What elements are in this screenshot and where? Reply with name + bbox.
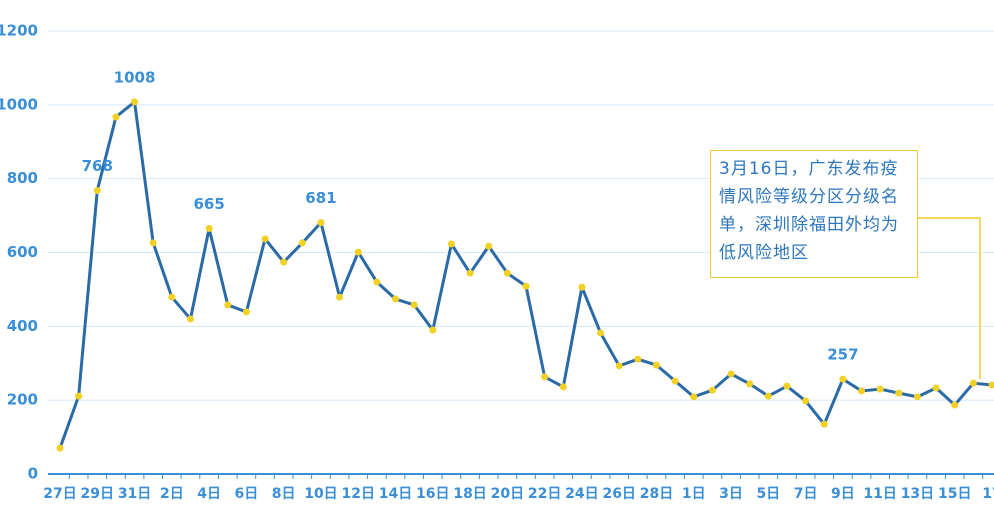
point <box>168 293 176 301</box>
value-label: 681 <box>305 189 336 207</box>
y-tick-label: 200 <box>7 391 38 409</box>
x-tick-label: 22日 <box>528 486 561 502</box>
value-label: 665 <box>193 195 224 213</box>
point <box>839 375 847 383</box>
point <box>541 373 549 381</box>
value-label: 768 <box>82 157 113 175</box>
point <box>988 381 994 389</box>
y-tick-label: 0 <box>28 465 38 483</box>
point <box>242 308 250 316</box>
point <box>634 355 642 363</box>
point <box>597 329 605 337</box>
y-tick-label: 800 <box>7 169 38 187</box>
value-label: 1008 <box>114 68 156 86</box>
point <box>764 392 772 400</box>
annotation-connector <box>918 217 981 380</box>
x-tick-label: 27日 <box>43 486 76 502</box>
x-tick-label: 26日 <box>602 486 635 502</box>
y-tick-label: 600 <box>7 243 38 261</box>
x-tick-label: 31日 <box>118 486 151 502</box>
point <box>559 383 567 391</box>
x-tick-label: 12日 <box>341 486 374 502</box>
point <box>131 98 139 106</box>
point <box>447 240 455 248</box>
point <box>466 269 474 277</box>
x-tick-label: 6日 <box>235 486 259 502</box>
point <box>429 326 437 334</box>
x-tick-label: 29日 <box>81 486 114 502</box>
point <box>280 258 288 266</box>
point <box>93 186 101 194</box>
point <box>802 397 810 405</box>
x-tick-label: 11日 <box>863 486 896 502</box>
point <box>578 283 586 291</box>
point <box>727 370 735 378</box>
point <box>876 385 884 393</box>
point <box>503 269 511 277</box>
point <box>485 242 493 250</box>
point <box>932 384 940 392</box>
point <box>317 219 325 227</box>
point <box>224 301 232 309</box>
point <box>690 393 698 401</box>
x-tick-label: 2日 <box>160 486 184 502</box>
x-tick-label: 15日 <box>938 486 971 502</box>
point <box>298 239 306 247</box>
point <box>783 382 791 390</box>
y-tick-label: 1200 <box>0 22 38 40</box>
point <box>373 278 381 286</box>
point <box>410 301 418 309</box>
point <box>149 239 157 247</box>
point <box>858 387 866 395</box>
point <box>652 361 660 369</box>
y-tick-label: 400 <box>7 317 38 335</box>
x-tick-label: 20日 <box>491 486 524 502</box>
x-tick-label: 16日 <box>416 486 449 502</box>
point <box>522 282 530 290</box>
x-tick-label: 17 <box>982 486 994 502</box>
x-tick-label: 14日 <box>379 486 412 502</box>
x-tick-label: 4日 <box>197 486 221 502</box>
point <box>75 392 83 400</box>
point <box>746 380 754 388</box>
point <box>615 362 623 370</box>
point <box>913 393 921 401</box>
point <box>261 235 269 243</box>
point <box>708 386 716 394</box>
x-tick-label: 7日 <box>794 486 818 502</box>
x-tick-label: 18日 <box>453 486 486 502</box>
point <box>205 225 213 233</box>
point <box>354 248 362 256</box>
x-tick-label: 28日 <box>640 486 673 502</box>
x-tick-label: 5日 <box>756 486 780 502</box>
x-tick-label: 3日 <box>719 486 743 502</box>
point <box>951 401 959 409</box>
x-tick-label: 24日 <box>565 486 598 502</box>
annotation: 3月16日，广东发布疫情风险等级分区分级名单，深圳除福田外均为低风险地区 <box>710 150 918 278</box>
point <box>336 293 344 301</box>
point <box>969 379 977 387</box>
x-tick-label: 10日 <box>304 486 337 502</box>
point <box>56 444 64 452</box>
point <box>671 377 679 385</box>
point <box>112 113 120 121</box>
x-tick-label: 13日 <box>901 486 934 502</box>
x-tick-label: 9日 <box>831 486 855 502</box>
y-tick-label: 1000 <box>0 95 38 113</box>
point <box>186 315 194 323</box>
x-tick-label: 1日 <box>682 486 706 502</box>
x-tick-label: 8日 <box>272 486 296 502</box>
point <box>895 389 903 397</box>
point <box>820 420 828 428</box>
point <box>392 295 400 303</box>
value-label: 257 <box>827 346 858 364</box>
